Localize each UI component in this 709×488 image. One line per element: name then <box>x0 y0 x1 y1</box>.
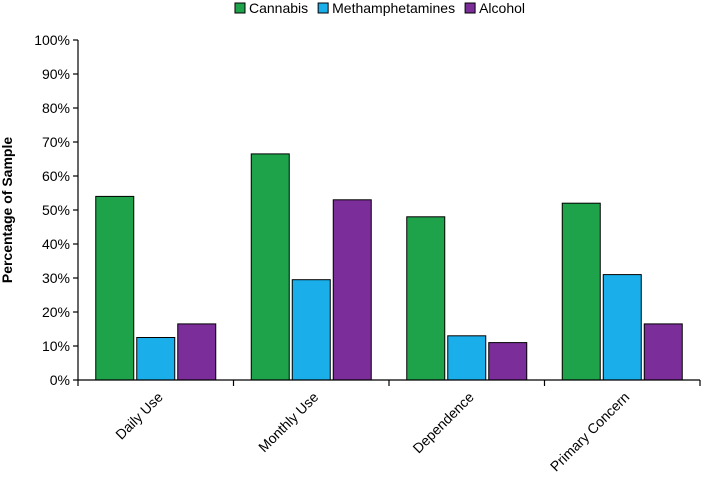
legend-swatch-methamphetamines <box>317 2 329 14</box>
y-tick-label: 40% <box>42 236 70 252</box>
bar-cannabis-2 <box>250 153 290 381</box>
bars <box>95 153 683 381</box>
legend-label-alcohol: Alcohol <box>479 0 525 16</box>
legend-label-cannabis: Cannabis <box>249 0 308 16</box>
y-tick-label: 50% <box>42 202 70 218</box>
bar-alcohol-1 <box>177 323 217 381</box>
y-tick-label: 90% <box>42 66 70 82</box>
bar-alcohol-4 <box>643 323 683 381</box>
bar-methamphetamines-3 <box>447 335 487 381</box>
x-tick-label: Monthly Use <box>255 389 321 455</box>
bar-cannabis-4 <box>561 202 601 381</box>
x-tick-label: Dependence <box>409 389 477 457</box>
bar-cannabis-3 <box>406 216 446 381</box>
legend-swatch-cannabis <box>234 2 246 14</box>
y-tick-label: 70% <box>42 134 70 150</box>
legend-swatch-alcohol <box>464 2 476 14</box>
y-tick-label: 30% <box>42 270 70 286</box>
bar-methamphetamines-2 <box>291 279 331 381</box>
y-axis-title: Percentage of Sample <box>0 137 15 283</box>
x-tick-label: Primary Concern <box>547 389 633 475</box>
bar-alcohol-3 <box>488 342 528 381</box>
bar-alcohol-2 <box>332 199 372 381</box>
y-tick-label: 80% <box>42 100 70 116</box>
legend: Cannabis Methamphetamines Alcohol <box>234 0 525 16</box>
y-tick-label: 60% <box>42 168 70 184</box>
bar-methamphetamines-1 <box>136 337 176 381</box>
x-tick-label: Daily Use <box>112 389 166 443</box>
y-tick-label: 0% <box>50 372 70 388</box>
x-axis: Daily Use Monthly Use Dependence Primary Co… <box>77 379 701 475</box>
legend-label-methamphetamines: Methamphetamines <box>332 0 455 16</box>
bar-methamphetamines-4 <box>602 274 642 381</box>
y-tick-label: 20% <box>42 304 70 320</box>
bar-cannabis-1 <box>95 195 135 381</box>
y-tick-label: 100% <box>34 32 70 48</box>
y-tick-label: 10% <box>42 338 70 354</box>
y-axis: 0% 10% 20% 30% 40% 50% 60% 70% 80% 90% 100% <box>34 32 79 388</box>
